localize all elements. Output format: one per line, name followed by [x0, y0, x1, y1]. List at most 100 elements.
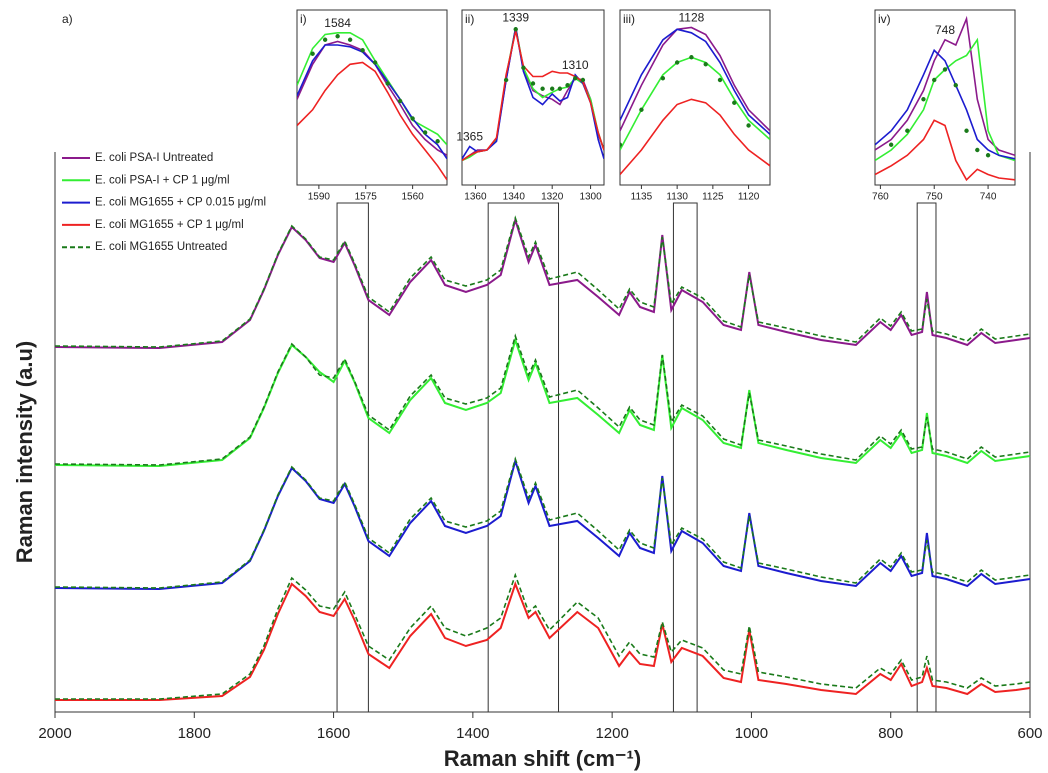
peak-annotation: 1339 [502, 11, 529, 25]
reference-dot [620, 142, 623, 147]
reference-dot [660, 76, 666, 81]
x-tick-label: 600 [1017, 725, 1042, 742]
x-tick-label: 1590 [308, 192, 331, 203]
reference-dot [540, 86, 545, 91]
x-tick-label: 1400 [456, 725, 489, 742]
inset-label: i) [300, 12, 307, 26]
reference-dot [410, 116, 415, 121]
reference-dot [932, 77, 937, 83]
reference-dot [530, 81, 536, 86]
reference-dot [557, 86, 563, 91]
highlight-range [916, 202, 937, 713]
reference-dot [580, 77, 586, 83]
x-tick-label: 1800 [178, 725, 211, 742]
reference-dot [732, 100, 737, 105]
inset-plot [297, 31, 447, 181]
reference-dot [513, 27, 518, 32]
spectrum-line [875, 15, 1015, 157]
inset-label: ii) [465, 12, 474, 26]
x-tick-label: 1560 [402, 192, 425, 203]
reference-line [54, 456, 1031, 589]
reference-dot [549, 86, 555, 91]
reference-dot [905, 128, 910, 133]
reference-dot [703, 62, 708, 67]
x-tick-label: 1575 [355, 192, 378, 203]
peak-annotation: 748 [935, 23, 955, 37]
reference-dot [435, 139, 440, 144]
inset-frame [296, 9, 448, 186]
reference-dot [964, 128, 969, 133]
spectrum-line [620, 26, 770, 132]
x-tick-label: 1120 [738, 192, 760, 203]
spectrum-line [875, 48, 1015, 160]
spectrum-line [297, 61, 447, 181]
reference-dot [385, 81, 390, 86]
reference-dot [503, 77, 509, 83]
reference-line [54, 333, 1031, 466]
inset-label: iv) [878, 12, 891, 26]
y-axis-label: Raman intensity (a.u) [12, 341, 37, 563]
x-axis-label: Raman shift (cm⁻¹) [444, 746, 641, 771]
inset-label: iii) [623, 12, 635, 26]
reference-dot [975, 147, 980, 153]
reference-dot [565, 83, 570, 88]
spectrum-line [55, 581, 1031, 701]
highlight-range [487, 202, 560, 713]
peak-annotation: 1310 [562, 58, 589, 72]
reference-dot [746, 123, 751, 128]
reference-dot [310, 51, 315, 56]
reference-dot [397, 98, 403, 104]
x-tick-label: 750 [926, 192, 943, 203]
reference-dot [347, 37, 353, 42]
peak-annotation: 1584 [324, 16, 351, 30]
spectrum-line [620, 28, 770, 135]
reference-line [55, 572, 1031, 700]
reference-dot [360, 48, 365, 53]
inset-plot [620, 26, 770, 176]
spectrum-line [54, 216, 1031, 350]
spectrum-line [875, 119, 1015, 182]
x-tick-label: 1200 [595, 725, 628, 742]
spectrum-line [620, 56, 770, 151]
panel-label: a) [62, 12, 73, 26]
reference-dot [422, 130, 428, 135]
reference-dot [921, 97, 926, 102]
reference-dot [674, 60, 680, 65]
x-tick-label: 740 [980, 192, 997, 203]
legend-label: E. coli PSA-I + CP 1 μg/ml [95, 174, 230, 186]
spectrum-line [875, 37, 1015, 162]
x-tick-label: 1300 [579, 192, 602, 203]
reference-line [54, 215, 1031, 348]
spectrum-line [54, 336, 1031, 468]
x-tick-label: 1360 [464, 192, 487, 203]
reference-dot [985, 153, 991, 158]
reference-dot [639, 107, 644, 112]
reference-dot [322, 37, 328, 42]
peak-annotation: 1128 [679, 11, 705, 25]
reference-dot [372, 60, 378, 65]
legend-label: E. coli MG1655 Untreated [95, 241, 227, 253]
spectrum-line [620, 98, 770, 176]
spectrum-line [54, 457, 1031, 591]
reference-dot [888, 142, 894, 147]
x-tick-label: 1600 [317, 725, 350, 742]
inset-plot [462, 27, 604, 162]
peak-annotation: 1365 [456, 130, 483, 144]
legend-label: E. coli PSA-I Untreated [95, 152, 213, 164]
reference-dot [573, 76, 578, 81]
x-tick-label: 760 [872, 192, 889, 203]
x-tick-label: 1000 [735, 725, 768, 742]
reference-dot [717, 77, 723, 83]
spectrum-line [462, 30, 604, 162]
reference-dot [942, 67, 948, 72]
x-tick-label: 1125 [702, 192, 724, 203]
x-tick-label: 1135 [631, 192, 653, 203]
x-tick-label: 1130 [666, 192, 688, 203]
legend-label: E. coli MG1655 + CP 0.015 μg/ml [95, 197, 266, 209]
reference-dot [335, 34, 340, 39]
highlight-range [672, 202, 698, 713]
highlight-range [336, 202, 369, 713]
x-tick-label: 1320 [541, 192, 564, 203]
reference-dot [521, 65, 526, 70]
